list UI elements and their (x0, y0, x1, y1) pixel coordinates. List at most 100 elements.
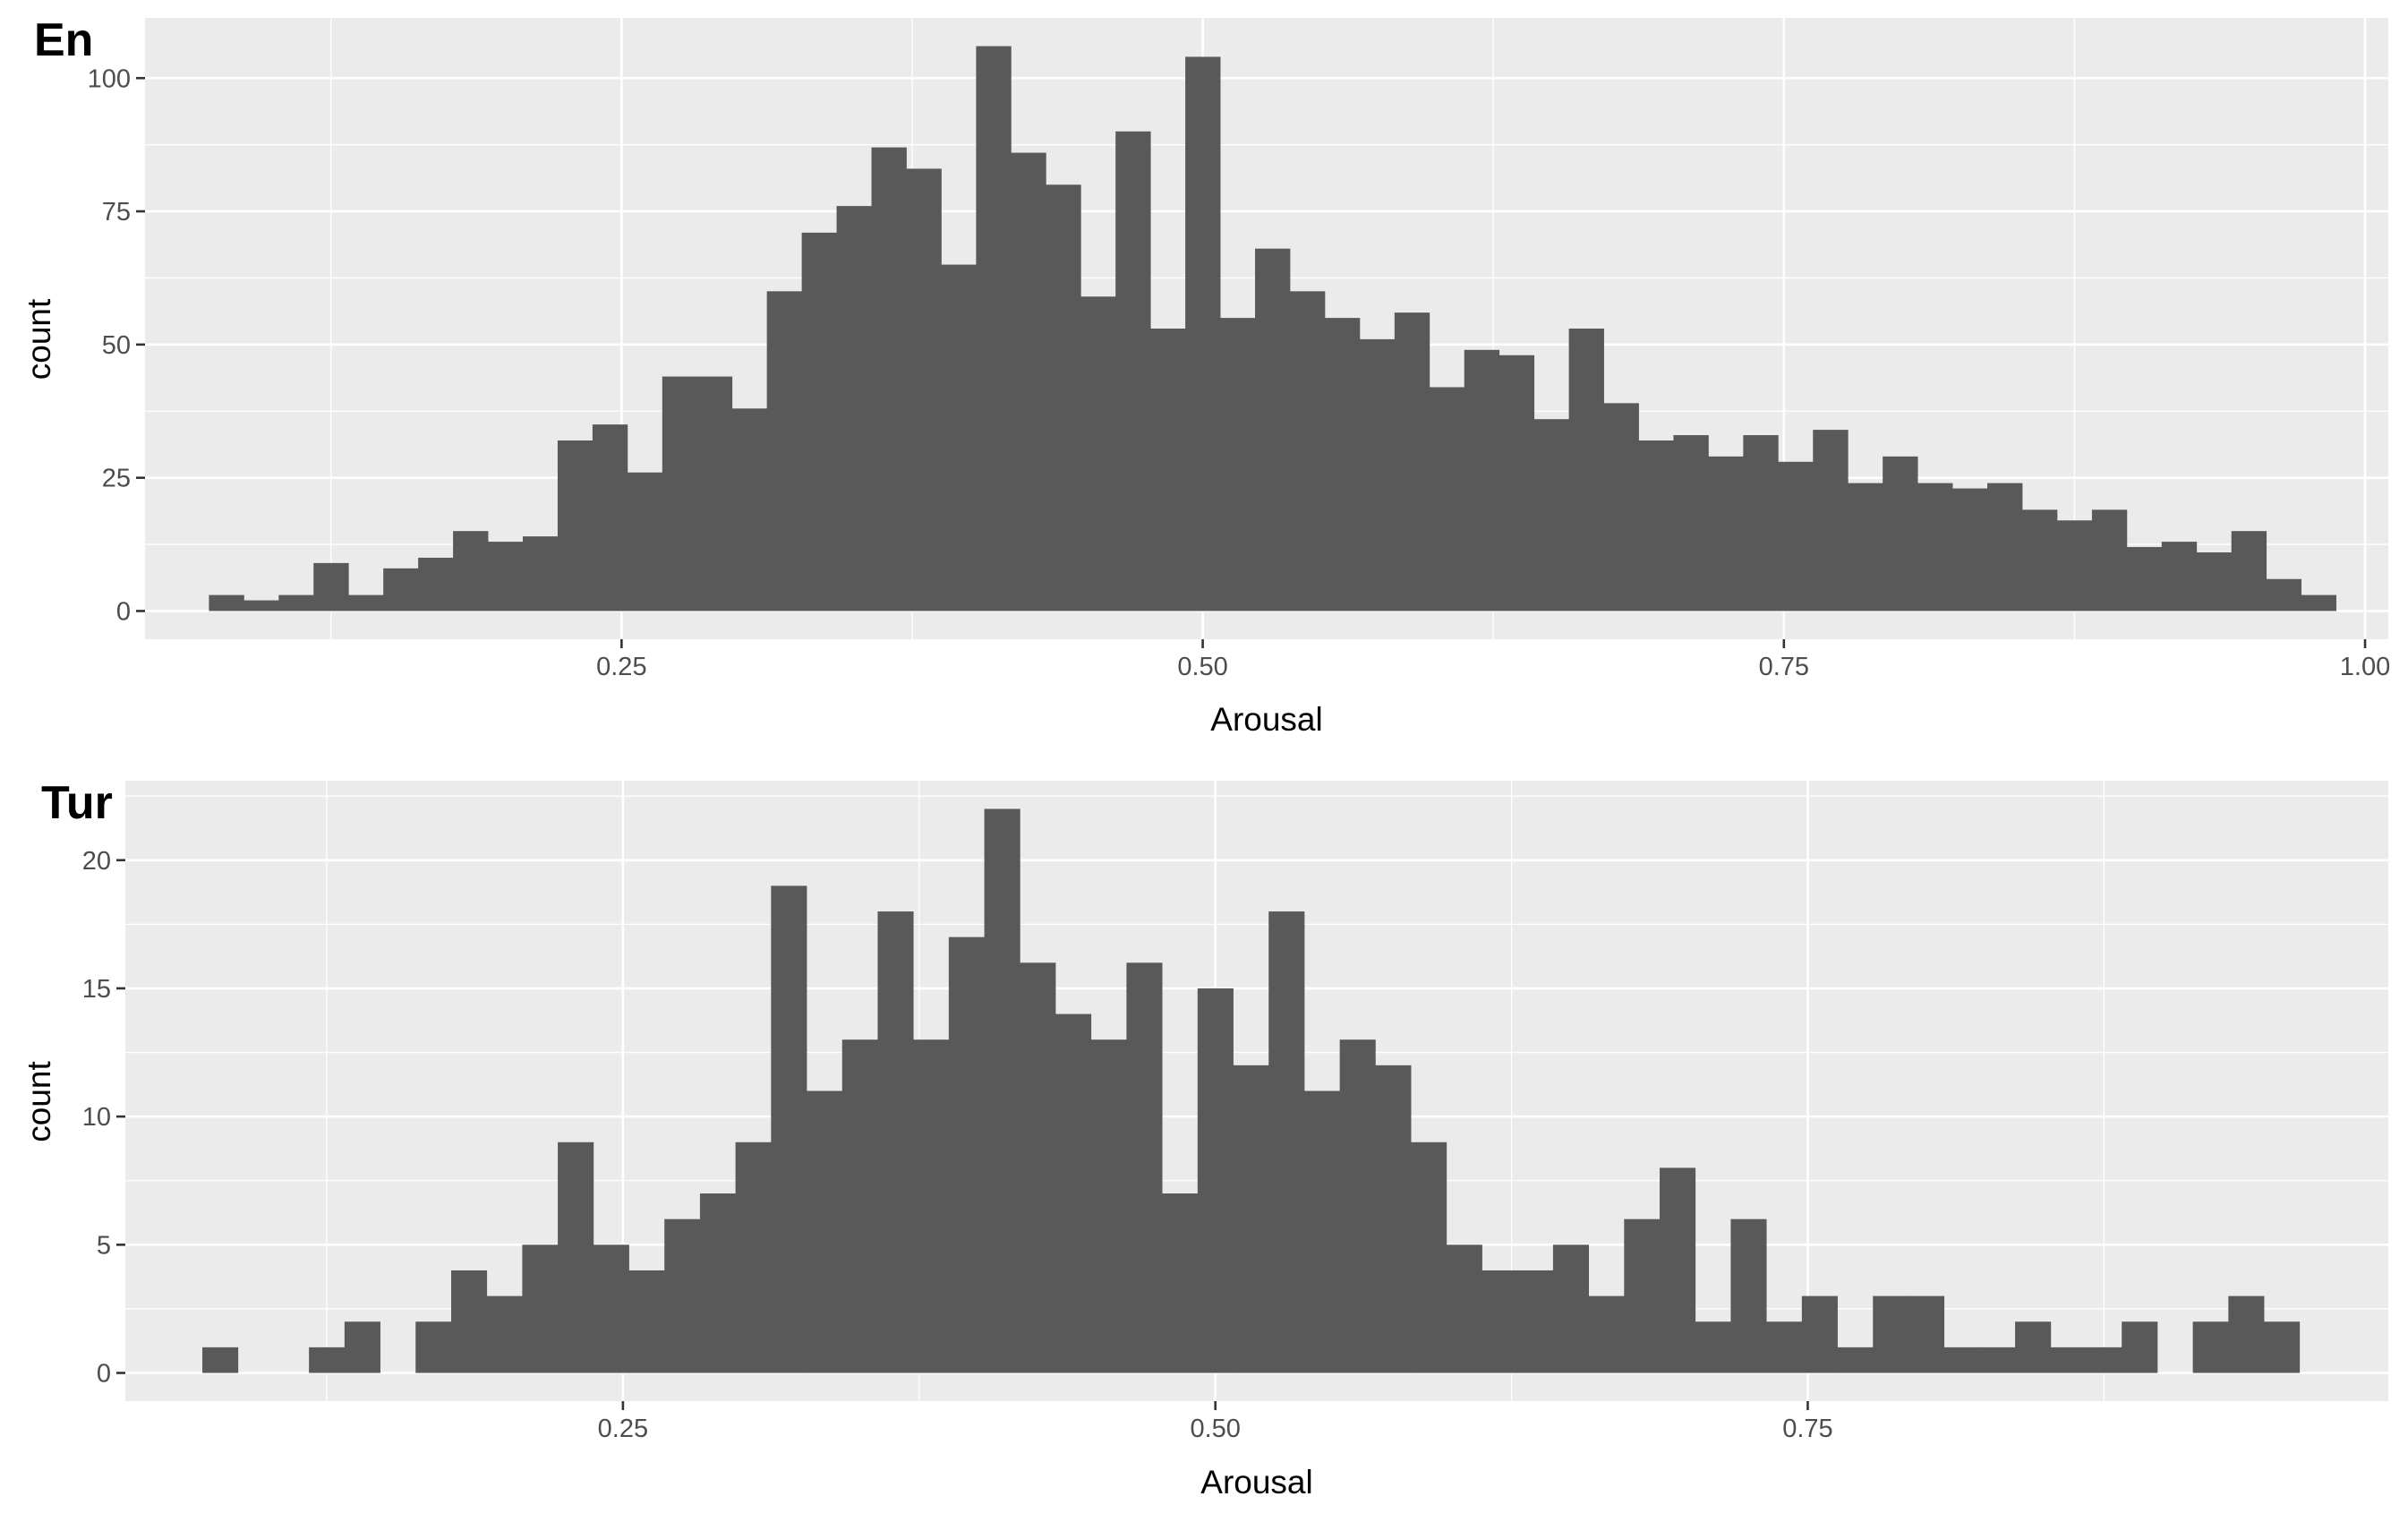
histogram-bar (1220, 318, 1256, 611)
histogram-bar (628, 1270, 665, 1373)
histogram-bar (1394, 312, 1430, 611)
histogram-bar (1375, 1065, 1412, 1373)
histogram-bar (1660, 1167, 1696, 1373)
histogram-bar (836, 206, 872, 611)
histogram-bar (984, 808, 1020, 1373)
y-tick-label: 0 (97, 1360, 111, 1389)
histogram-bar (558, 1142, 594, 1373)
histogram-bar (662, 376, 698, 611)
x-tick-label: 0.50 (1177, 653, 1227, 681)
histogram-bar (2264, 1321, 2301, 1373)
histogram-bar (941, 264, 977, 611)
histogram-bar (1233, 1065, 1269, 1373)
histogram-bar (877, 911, 914, 1373)
histogram-bar (1987, 483, 2023, 611)
histogram-bar (1055, 1013, 1092, 1373)
y-axis-title: count (21, 1061, 57, 1142)
histogram-bar (278, 594, 314, 611)
histogram-bar (2196, 552, 2233, 611)
histogram-bar (807, 1090, 843, 1373)
histogram-bar (2228, 1295, 2265, 1373)
histogram-bar (1766, 1321, 1803, 1373)
histogram-bar (209, 594, 244, 611)
histogram-bar (948, 936, 985, 1373)
histogram-bar (2056, 520, 2093, 611)
histogram-bar (1482, 1270, 1518, 1373)
histogram-bar (1185, 56, 1221, 611)
histogram-bar (1339, 1039, 1376, 1373)
histogram-bar (1673, 435, 1709, 611)
x-tick-label: 0.50 (1190, 1415, 1240, 1443)
histogram-bar (593, 1244, 629, 1373)
histogram-bar (415, 1321, 452, 1373)
histogram-bar (1126, 962, 1163, 1373)
histogram-bar (383, 568, 419, 611)
histogram-bar (2266, 578, 2302, 611)
histogram-bar (1464, 349, 1500, 611)
histogram-bar (453, 531, 489, 611)
histogram-bar (488, 542, 524, 611)
histogram-bar (1908, 1295, 1945, 1373)
histogram-bar (1517, 1270, 1554, 1373)
histogram-bar (486, 1295, 523, 1373)
y-tick-label: 50 (102, 331, 131, 360)
x-tick-label: 1.00 (2340, 653, 2390, 681)
histogram-bar (1359, 338, 1396, 611)
y-tick-label: 5 (97, 1231, 111, 1260)
histogram-bar (771, 885, 807, 1373)
y-tick-label: 25 (102, 465, 131, 493)
histogram-bar (1552, 1244, 1589, 1373)
histogram-bar (1115, 131, 1151, 611)
histogram-bar (557, 440, 593, 611)
histogram-bar (1150, 329, 1186, 611)
y-tick-label: 0 (116, 597, 131, 626)
histogram-bar (735, 1142, 772, 1373)
y-axis-title: count (21, 298, 57, 380)
histogram-bar (1873, 1295, 1909, 1373)
y-tick-label: 75 (102, 198, 131, 227)
histogram-bar (522, 536, 559, 611)
histogram-bar (2086, 1347, 2122, 1373)
panel-en: 0.25 0.50 0.75 1.00 0 25 50 75 100 En Arousal co… (21, 14, 2390, 738)
histogram-bar (1624, 1218, 1661, 1373)
histogram-bar (1778, 461, 1814, 611)
histogram-bar (1801, 1295, 1838, 1373)
y-tick-label: 100 (88, 64, 131, 93)
histogram-bar (2050, 1347, 2087, 1373)
histogram-bar (1499, 355, 1535, 611)
histogram-bar (801, 232, 837, 611)
histogram-bar (1568, 329, 1604, 611)
histogram-bar (1708, 456, 1744, 611)
x-tick-label: 0.25 (596, 653, 646, 681)
histogram-bar (1813, 430, 1849, 611)
x-tick-label: 0.25 (598, 1415, 648, 1443)
x-tick-label: 0.75 (1759, 653, 1809, 681)
histogram-bar (202, 1347, 239, 1373)
histogram-bar (1979, 1347, 2016, 1373)
histogram-bar (309, 1347, 346, 1373)
histogram-bar (841, 1039, 878, 1373)
histogram-bar (1046, 184, 1081, 611)
histogram-bar (450, 1270, 488, 1373)
histogram-bar (1943, 1347, 1980, 1373)
x-axis-title: Arousal (1200, 1464, 1312, 1501)
histogram-bar (627, 472, 663, 611)
histogram-bar (344, 1321, 380, 1373)
panel-tur: 0.25 0.50 0.75 0 5 10 15 20 Tur Arousal count (21, 777, 2388, 1501)
histogram-bar (766, 291, 803, 611)
histogram-bar (1588, 1295, 1625, 1373)
histogram-bar (1429, 387, 1465, 611)
histogram-bar (913, 1039, 950, 1373)
histogram-bar (2231, 531, 2267, 611)
histogram-bar (906, 168, 942, 611)
histogram-bar (976, 46, 1012, 611)
histogram-bar (2015, 1321, 2052, 1373)
histogram-bar (1743, 435, 1779, 611)
histogram-bar (1303, 1090, 1341, 1373)
histogram-bar (1883, 456, 1918, 611)
y-tick-label: 10 (82, 1103, 111, 1132)
panel-tag: En (34, 14, 93, 66)
y-tick-label: 15 (82, 975, 111, 1004)
histogram-bar (1411, 1142, 1447, 1373)
histogram-bar (1255, 248, 1291, 611)
